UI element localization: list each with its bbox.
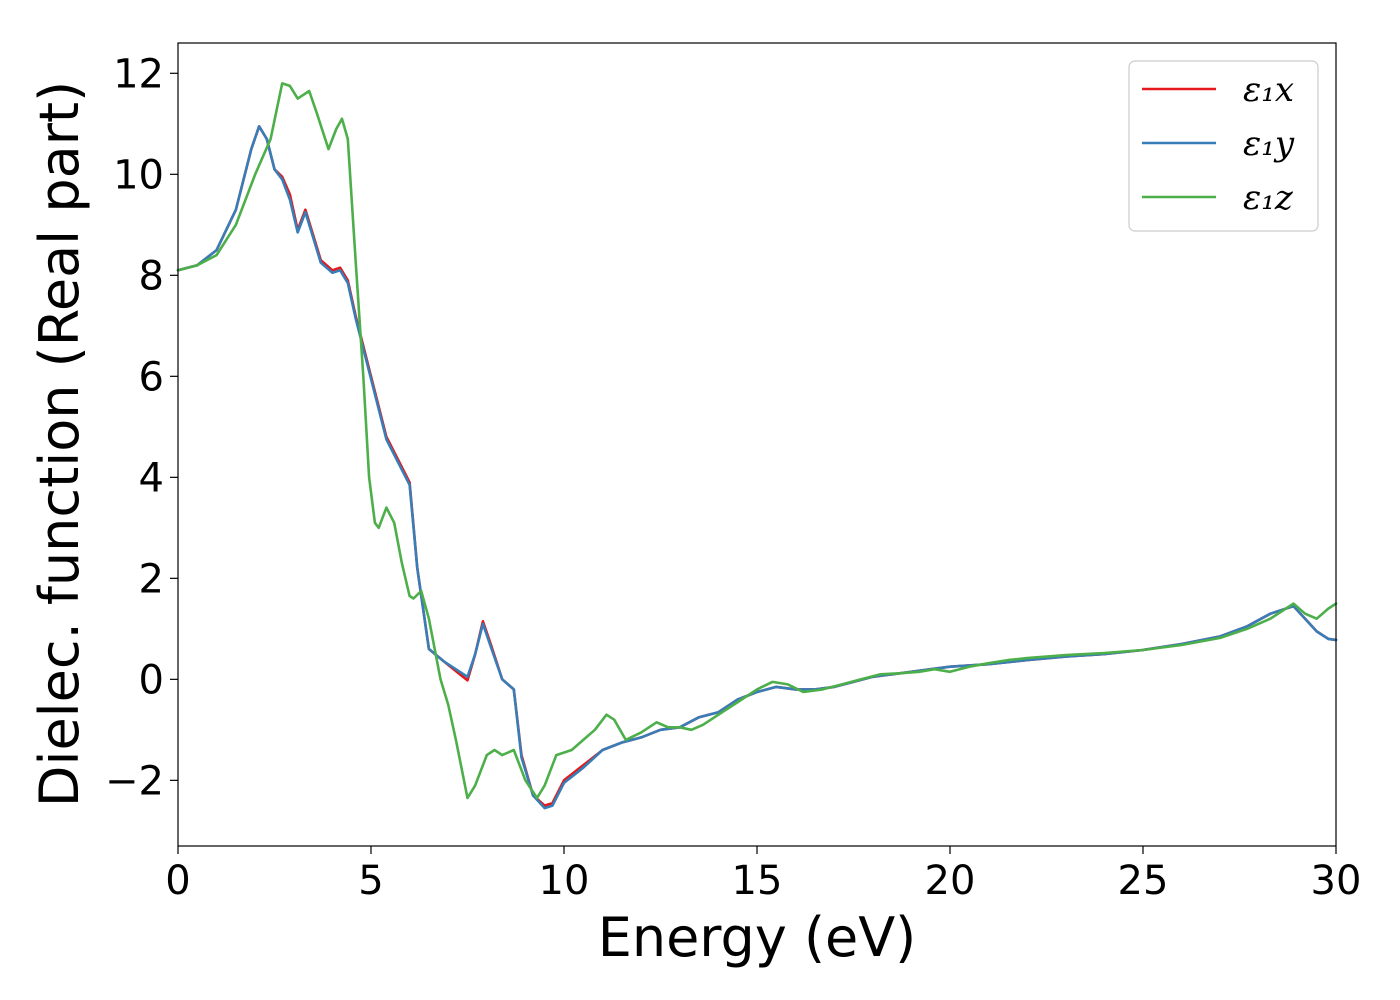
legend: ε₁x ε₁y ε₁z	[1128, 60, 1319, 232]
series-layer	[176, 82, 1338, 810]
y-axis: −2 0 2 4 6 8 10 12	[105, 51, 178, 804]
y-tick-label: 0	[139, 657, 164, 703]
x-tick-label: 30	[1311, 858, 1362, 904]
y-tick-label: 12	[113, 51, 164, 97]
x-axis-title: Energy (eV)	[598, 906, 917, 969]
legend-box	[1128, 60, 1319, 232]
x-tick-label: 10	[539, 858, 590, 904]
x-tick-label: 25	[1118, 858, 1169, 904]
y-tick-label: 8	[139, 253, 164, 299]
y-tick-label: 4	[139, 455, 164, 501]
y-axis-title: Dielec. function (Real part)	[28, 81, 91, 807]
x-axis: 0 5 10 15 20 25 30	[165, 846, 1361, 904]
series-line-1	[176, 125, 1338, 810]
y-tick-label: 10	[113, 152, 164, 198]
legend-label-0: ε₁x	[1243, 70, 1294, 110]
x-tick-label: 20	[925, 858, 976, 904]
y-tick-label: −2	[105, 758, 164, 804]
y-tick-label: 6	[139, 354, 164, 400]
legend-label-1: ε₁y	[1243, 124, 1295, 164]
y-tick-label: 2	[139, 556, 164, 602]
x-tick-label: 15	[732, 858, 783, 904]
x-tick-label: 5	[358, 858, 383, 904]
x-tick-label: 0	[165, 858, 190, 904]
series-line-2	[176, 82, 1338, 800]
legend-label-2: ε₁z	[1243, 178, 1294, 218]
